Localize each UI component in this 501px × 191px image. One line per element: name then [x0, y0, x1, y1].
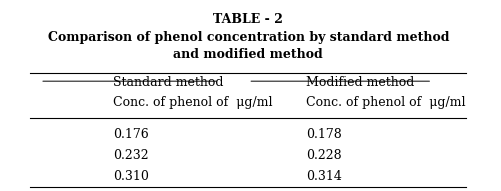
- Text: Conc. of phenol of  μg/ml: Conc. of phenol of μg/ml: [306, 96, 465, 109]
- Text: 0.176: 0.176: [113, 128, 148, 141]
- Text: Standard method: Standard method: [113, 76, 223, 89]
- Text: 0.314: 0.314: [306, 170, 342, 183]
- Text: 0.310: 0.310: [113, 170, 148, 183]
- Text: 0.178: 0.178: [306, 128, 342, 141]
- Text: TABLE - 2: TABLE - 2: [213, 13, 283, 26]
- Text: Modified method: Modified method: [306, 76, 414, 89]
- Text: 0.228: 0.228: [306, 149, 341, 162]
- Text: 0.232: 0.232: [113, 149, 148, 162]
- Text: Conc. of phenol of  μg/ml: Conc. of phenol of μg/ml: [113, 96, 272, 109]
- Text: Comparison of phenol concentration by standard method: Comparison of phenol concentration by st…: [48, 31, 448, 44]
- Text: and modified method: and modified method: [173, 48, 323, 61]
